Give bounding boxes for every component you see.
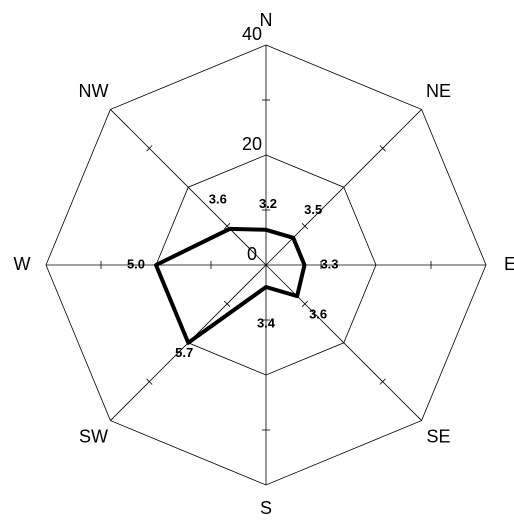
value-label: 3.5 <box>304 202 322 217</box>
direction-label: W <box>14 254 31 274</box>
minor-tick <box>379 145 386 152</box>
direction-label: N <box>260 10 273 30</box>
r-tick-label: 20 <box>242 134 262 154</box>
minor-tick <box>379 378 386 385</box>
r-tick-label: 40 <box>242 24 262 44</box>
direction-label: S <box>260 498 272 518</box>
minor-tick <box>301 222 309 230</box>
spoke <box>265 109 422 266</box>
value-label: 3.6 <box>209 191 227 206</box>
spoke <box>110 109 267 266</box>
spoke <box>265 264 422 421</box>
minor-tick <box>146 378 153 385</box>
direction-label: NW <box>78 81 108 101</box>
minor-tick <box>223 300 231 308</box>
value-label: 3.3 <box>320 256 338 271</box>
value-label: 3.6 <box>309 307 327 322</box>
radar-line <box>154 226 307 345</box>
value-label: 3.2 <box>259 196 277 211</box>
value-label: 3.4 <box>257 315 276 330</box>
r-tick-label: 0 <box>247 244 257 264</box>
value-label: 5.0 <box>127 256 145 271</box>
minor-tick <box>223 222 231 230</box>
direction-label: SW <box>79 426 108 446</box>
minor-tick <box>301 300 309 308</box>
direction-label: NE <box>426 81 451 101</box>
value-label: 5.7 <box>175 345 193 360</box>
direction-label: SE <box>427 426 451 446</box>
minor-tick <box>146 145 153 152</box>
direction-label: E <box>504 254 514 274</box>
